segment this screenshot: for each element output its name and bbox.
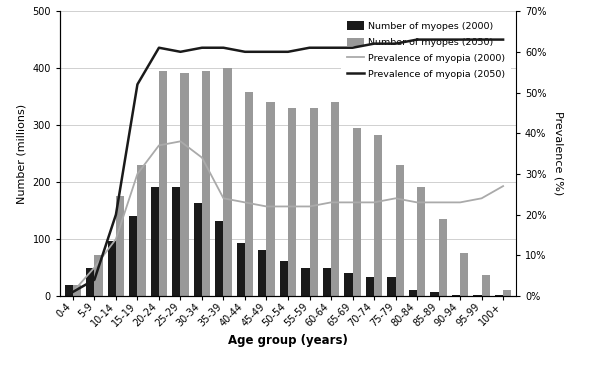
Line: Prevalence of myopia (2050): Prevalence of myopia (2050) <box>73 40 503 292</box>
Bar <box>495 295 503 296</box>
Prevalence of myopia (2000) <box>413 200 421 205</box>
Prevalence of myopia (2050) <box>134 82 141 87</box>
Y-axis label: Number (millions): Number (millions) <box>17 104 27 204</box>
Prevalence of myopia (2050) <box>112 212 119 217</box>
Prevalence of myopia (2000) <box>478 196 485 201</box>
Prevalence of myopia (2000) <box>134 172 141 176</box>
Bar <box>473 295 482 296</box>
Bar <box>151 187 159 296</box>
Bar <box>310 108 317 296</box>
Bar <box>237 243 245 296</box>
Prevalence of myopia (2000) <box>457 200 464 205</box>
Prevalence of myopia (2000) <box>112 237 119 241</box>
Prevalence of myopia (2000) <box>155 143 163 148</box>
Bar <box>460 253 468 296</box>
Bar <box>181 73 188 296</box>
Prevalence of myopia (2050) <box>370 41 377 46</box>
Prevalence of myopia (2000) <box>199 155 206 160</box>
Legend: Number of myopes (2000), Number of myopes (2050), Prevalence of myopia (2000), P: Number of myopes (2000), Number of myope… <box>341 16 511 85</box>
Bar <box>215 221 223 296</box>
Bar <box>94 255 103 296</box>
X-axis label: Age group (years): Age group (years) <box>228 334 348 347</box>
Bar <box>280 261 288 296</box>
Prevalence of myopia (2000) <box>263 204 270 209</box>
Prevalence of myopia (2050) <box>284 50 292 54</box>
Prevalence of myopia (2050) <box>220 46 227 50</box>
Prevalence of myopia (2000) <box>328 200 335 205</box>
Prevalence of myopia (2000) <box>70 290 77 294</box>
Prevalence of myopia (2000) <box>435 200 442 205</box>
Prevalence of myopia (2050) <box>306 46 313 50</box>
Bar <box>65 285 73 296</box>
Bar <box>288 108 296 296</box>
Bar <box>323 268 331 296</box>
Prevalence of myopia (2050) <box>499 37 506 42</box>
Bar <box>409 290 417 296</box>
Prevalence of myopia (2050) <box>70 290 77 294</box>
Prevalence of myopia (2050) <box>392 41 399 46</box>
Bar <box>172 186 181 296</box>
Bar <box>245 92 253 296</box>
Bar <box>301 268 310 296</box>
Bar <box>366 277 374 296</box>
Prevalence of myopia (2050) <box>457 37 464 42</box>
Prevalence of myopia (2050) <box>177 50 184 54</box>
Prevalence of myopia (2050) <box>91 278 98 282</box>
Prevalence of myopia (2050) <box>328 46 335 50</box>
Prevalence of myopia (2050) <box>241 50 248 54</box>
Bar <box>116 196 124 296</box>
Prevalence of myopia (2050) <box>199 46 206 50</box>
Prevalence of myopia (2000) <box>91 265 98 270</box>
Bar <box>86 268 94 296</box>
Prevalence of myopia (2000) <box>177 139 184 144</box>
Bar <box>439 219 447 296</box>
Prevalence of myopia (2000) <box>220 196 227 201</box>
Bar <box>430 292 439 296</box>
Prevalence of myopia (2050) <box>413 37 421 42</box>
Bar <box>159 71 167 296</box>
Bar <box>388 277 395 296</box>
Prevalence of myopia (2000) <box>284 204 292 209</box>
Prevalence of myopia (2050) <box>435 37 442 42</box>
Bar <box>129 216 137 296</box>
Bar <box>452 295 460 296</box>
Bar <box>202 71 210 296</box>
Prevalence of myopia (2050) <box>478 37 485 42</box>
Bar <box>482 275 490 296</box>
Bar <box>331 102 339 296</box>
Bar <box>374 135 382 296</box>
Bar <box>73 285 81 296</box>
Prevalence of myopia (2000) <box>349 200 356 205</box>
Prevalence of myopia (2000) <box>370 200 377 205</box>
Bar <box>137 165 146 296</box>
Bar <box>194 203 202 296</box>
Prevalence of myopia (2050) <box>263 50 270 54</box>
Prevalence of myopia (2000) <box>306 204 313 209</box>
Prevalence of myopia (2000) <box>392 196 399 201</box>
Bar <box>223 68 232 296</box>
Prevalence of myopia (2000) <box>499 184 506 188</box>
Y-axis label: Prevalence (%): Prevalence (%) <box>553 111 563 196</box>
Bar <box>259 250 266 296</box>
Bar <box>503 290 511 296</box>
Bar <box>108 241 116 296</box>
Bar <box>353 128 361 296</box>
Prevalence of myopia (2050) <box>349 46 356 50</box>
Bar <box>344 273 353 296</box>
Bar <box>417 186 425 296</box>
Bar <box>395 165 404 296</box>
Line: Prevalence of myopia (2000): Prevalence of myopia (2000) <box>73 141 503 292</box>
Bar <box>266 102 275 296</box>
Prevalence of myopia (2050) <box>155 46 163 50</box>
Prevalence of myopia (2000) <box>241 200 248 205</box>
